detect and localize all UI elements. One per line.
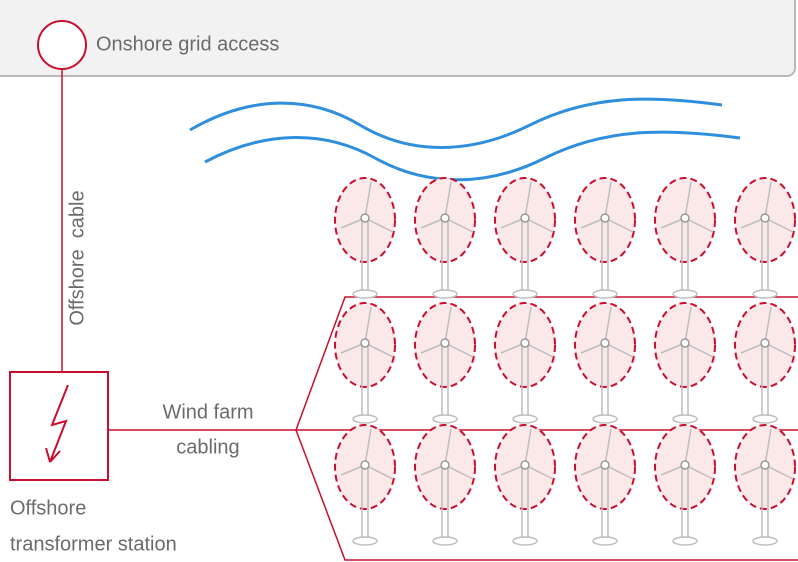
turbine-hub xyxy=(601,339,609,347)
farm-cabling-label: Wind farm xyxy=(162,401,253,423)
turbine-hub xyxy=(601,461,609,469)
turbine-base xyxy=(433,537,457,545)
turbine-hub xyxy=(441,214,449,222)
turbine-base xyxy=(753,537,777,545)
turbine-hub xyxy=(681,461,689,469)
station-label: Offshore xyxy=(10,497,86,519)
turbine-base xyxy=(593,290,617,298)
turbine-base xyxy=(513,415,537,423)
turbine-base xyxy=(673,415,697,423)
turbine-base xyxy=(513,290,537,298)
turbine-hub xyxy=(681,214,689,222)
grid-node xyxy=(38,21,86,69)
turbine-base xyxy=(753,290,777,298)
turbine-hub xyxy=(681,339,689,347)
cable-label: Offshore cable xyxy=(66,190,88,325)
turbine-base xyxy=(673,537,697,545)
turbine-base xyxy=(433,415,457,423)
turbine-base xyxy=(433,290,457,298)
transformer-box xyxy=(10,372,108,480)
turbine-base xyxy=(753,415,777,423)
diagram: Onshore grid access Offshore cable Offsh… xyxy=(0,0,798,562)
turbine-grid xyxy=(335,178,795,545)
page: Onshore grid access Offshore cable Offsh… xyxy=(0,0,798,562)
turbine-hub xyxy=(361,339,369,347)
turbine-base xyxy=(353,415,377,423)
turbine-hub xyxy=(441,339,449,347)
turbine-hub xyxy=(361,214,369,222)
turbine-base xyxy=(353,290,377,298)
turbine-hub xyxy=(521,461,529,469)
wave xyxy=(205,132,740,180)
station-label: transformer station xyxy=(10,533,177,555)
turbine-hub xyxy=(761,339,769,347)
turbine-hub xyxy=(761,214,769,222)
turbine-hub xyxy=(441,461,449,469)
turbine-hub xyxy=(521,339,529,347)
turbine-base xyxy=(673,290,697,298)
turbine-base xyxy=(593,415,617,423)
turbine-hub xyxy=(361,461,369,469)
turbine-base xyxy=(353,537,377,545)
header-label: Onshore grid access xyxy=(96,33,279,55)
turbine-hub xyxy=(601,214,609,222)
farm-cabling-label: cabling xyxy=(176,436,239,458)
turbine-hub xyxy=(761,461,769,469)
turbine-hub xyxy=(521,214,529,222)
turbine-base xyxy=(593,537,617,545)
turbine-base xyxy=(513,537,537,545)
